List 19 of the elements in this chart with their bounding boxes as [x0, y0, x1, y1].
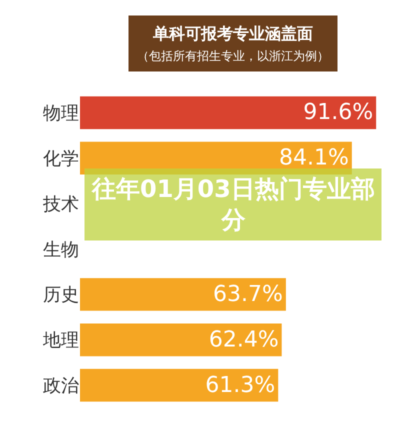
- data-label: 61.3%: [205, 372, 276, 398]
- y-tick-label: 物理: [43, 103, 79, 124]
- y-tick-label: 历史: [43, 284, 79, 306]
- data-label: 84.1%: [278, 146, 349, 171]
- data-label: 91.6%: [303, 100, 374, 126]
- bar: [80, 324, 282, 356]
- data-label: 62.4%: [208, 327, 279, 352]
- y-tick-label: 地理: [42, 330, 79, 352]
- bar: [80, 368, 278, 402]
- y-tick-label: 生物: [43, 239, 79, 260]
- annotation: 往年01月03日热门专业部分: [91, 175, 375, 234]
- chart-subtitle: （包括所有招生专业，以浙江为例）: [137, 48, 329, 63]
- y-tick-label: 技术: [42, 194, 79, 215]
- bar: [80, 96, 376, 130]
- y-tick-label: 政治: [43, 376, 79, 397]
- chart-title: 单科可报考专业涵盖面: [152, 24, 313, 43]
- y-tick-label: 化学: [43, 148, 79, 170]
- bar: [80, 278, 286, 311]
- data-label: 63.7%: [213, 282, 283, 307]
